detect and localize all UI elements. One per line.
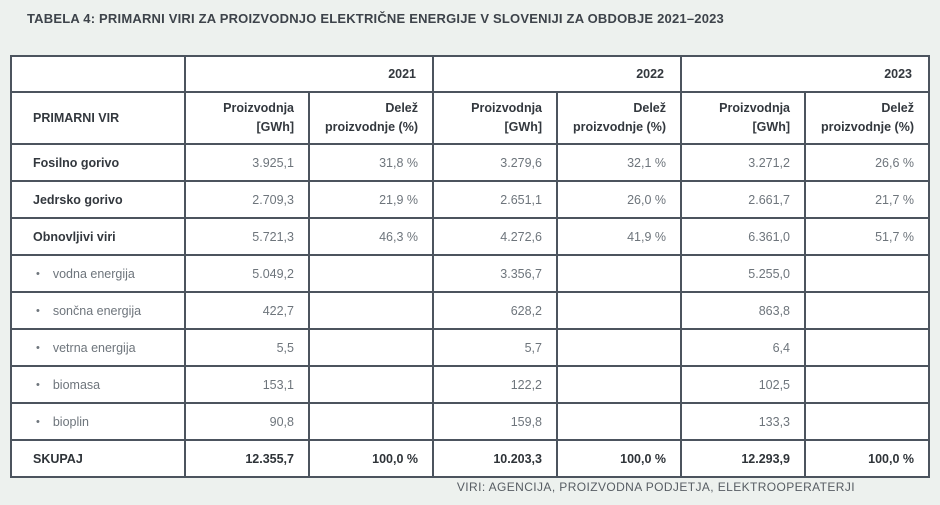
- value-cell: 100,0 %: [556, 439, 682, 478]
- row-label: • vodna energija: [10, 254, 186, 293]
- value-cell: 26,0 %: [556, 180, 682, 219]
- value-cell: 51,7 %: [804, 217, 930, 256]
- value-cell: 41,9 %: [556, 217, 682, 256]
- value-cell: 6,4: [680, 328, 806, 367]
- table-row-skupaj: SKUPAJ 12.355,7 100,0 % 10.203,3 100,0 %…: [10, 439, 930, 478]
- value-cell: 12.293,9: [680, 439, 806, 478]
- year-header-2023: 2023: [680, 55, 930, 93]
- row-label: Obnovljivi viri: [10, 217, 186, 256]
- row-label: • biomasa: [10, 365, 186, 404]
- table-title: TABELA 4: PRIMARNI VIRI ZA PROIZVODNJO E…: [27, 11, 724, 26]
- value-cell: 46,3 %: [308, 217, 434, 256]
- row-label-text: vetrna energija: [52, 340, 136, 355]
- row-label: Jedrsko gorivo: [10, 180, 186, 219]
- value-cell: 2.709,3: [184, 180, 310, 219]
- value-cell: [556, 328, 682, 367]
- row-label: • sončna energija: [10, 291, 186, 330]
- value-cell: 2.651,1: [432, 180, 558, 219]
- table-row-bioplin: • bioplin 90,8 159,8 133,3: [10, 402, 930, 441]
- value-cell: [556, 291, 682, 330]
- table-row-fosilno-gorivo: Fosilno gorivo 3.925,1 31,8 % 3.279,6 32…: [10, 143, 930, 182]
- value-cell: 133,3: [680, 402, 806, 441]
- value-cell: 3.271,2: [680, 143, 806, 182]
- value-cell: [804, 328, 930, 367]
- value-cell: 422,7: [184, 291, 310, 330]
- year-header-row: 2021 2022 2023: [10, 55, 930, 93]
- col-header-share-2021: Delež proizvodnje (%): [308, 91, 434, 145]
- value-cell: 3.279,6: [432, 143, 558, 182]
- value-cell: 5.721,3: [184, 217, 310, 256]
- bullet-icon: •: [36, 267, 40, 280]
- value-cell: 32,1 %: [556, 143, 682, 182]
- value-cell: [556, 254, 682, 293]
- bullet-icon: •: [36, 415, 40, 428]
- row-label-text: sončna energija: [52, 303, 142, 318]
- value-cell: 5,5: [184, 328, 310, 367]
- year-header-2021: 2021: [184, 55, 434, 93]
- row-label-text: vodna energija: [52, 266, 135, 281]
- value-cell: 159,8: [432, 402, 558, 441]
- row-label-text: bioplin: [52, 414, 89, 429]
- table-row-vetrna-energija: • vetrna energija 5,5 5,7 6,4: [10, 328, 930, 367]
- value-cell: [308, 402, 434, 441]
- value-cell: [308, 365, 434, 404]
- table-row-vodna-energija: • vodna energija 5.049,2 3.356,7 5.255,0: [10, 254, 930, 293]
- value-cell: 863,8: [680, 291, 806, 330]
- table-row-biomasa: • biomasa 153,1 122,2 102,5: [10, 365, 930, 404]
- value-cell: [804, 402, 930, 441]
- value-cell: 10.203,3: [432, 439, 558, 478]
- row-label: SKUPAJ: [10, 439, 186, 478]
- row-label-text: biomasa: [52, 377, 101, 392]
- value-cell: 90,8: [184, 402, 310, 441]
- value-cell: [308, 328, 434, 367]
- value-cell: 5,7: [432, 328, 558, 367]
- value-cell: 6.361,0: [680, 217, 806, 256]
- value-cell: 31,8 %: [308, 143, 434, 182]
- value-cell: 12.355,7: [184, 439, 310, 478]
- value-cell: 21,9 %: [308, 180, 434, 219]
- source-note: VIRI: AGENCIJA, PROIZVODNA PODJETJA, ELE…: [456, 480, 855, 494]
- value-cell: 4.272,6: [432, 217, 558, 256]
- bullet-icon: •: [36, 304, 40, 317]
- bullet-icon: •: [36, 378, 40, 391]
- value-cell: [556, 402, 682, 441]
- value-cell: 100,0 %: [804, 439, 930, 478]
- value-cell: 26,6 %: [804, 143, 930, 182]
- table-row-soncna-energija: • sončna energija 422,7 628,2 863,8: [10, 291, 930, 330]
- primary-sources-table: 2021 2022 2023 PRIMARNI VIR Proizvodnja …: [10, 55, 930, 478]
- column-header-row: PRIMARNI VIR Proizvodnja [GWh] Delež pro…: [10, 91, 930, 145]
- empty-corner-cell: [10, 55, 186, 93]
- value-cell: 2.661,7: [680, 180, 806, 219]
- table-row-jedrsko-gorivo: Jedrsko gorivo 2.709,3 21,9 % 2.651,1 26…: [10, 180, 930, 219]
- row-header-primarni-vir: PRIMARNI VIR: [10, 91, 186, 145]
- value-cell: [308, 291, 434, 330]
- value-cell: 122,2: [432, 365, 558, 404]
- value-cell: [804, 365, 930, 404]
- row-label: • bioplin: [10, 402, 186, 441]
- value-cell: 102,5: [680, 365, 806, 404]
- value-cell: [556, 365, 682, 404]
- table-row-obnovljivi-viri: Obnovljivi viri 5.721,3 46,3 % 4.272,6 4…: [10, 217, 930, 256]
- value-cell: [804, 291, 930, 330]
- value-cell: 628,2: [432, 291, 558, 330]
- col-header-production-2021: Proizvodnja [GWh]: [184, 91, 310, 145]
- col-header-production-2022: Proizvodnja [GWh]: [432, 91, 558, 145]
- col-header-share-2022: Delež proizvodnje (%): [556, 91, 682, 145]
- row-label: • vetrna energija: [10, 328, 186, 367]
- value-cell: 21,7 %: [804, 180, 930, 219]
- value-cell: 100,0 %: [308, 439, 434, 478]
- value-cell: [308, 254, 434, 293]
- row-label: Fosilno gorivo: [10, 143, 186, 182]
- value-cell: 153,1: [184, 365, 310, 404]
- value-cell: 3.356,7: [432, 254, 558, 293]
- col-header-share-2023: Delež proizvodnje (%): [804, 91, 930, 145]
- value-cell: 3.925,1: [184, 143, 310, 182]
- year-header-2022: 2022: [432, 55, 682, 93]
- value-cell: 5.255,0: [680, 254, 806, 293]
- col-header-production-2023: Proizvodnja [GWh]: [680, 91, 806, 145]
- value-cell: [804, 254, 930, 293]
- value-cell: 5.049,2: [184, 254, 310, 293]
- bullet-icon: •: [36, 341, 40, 354]
